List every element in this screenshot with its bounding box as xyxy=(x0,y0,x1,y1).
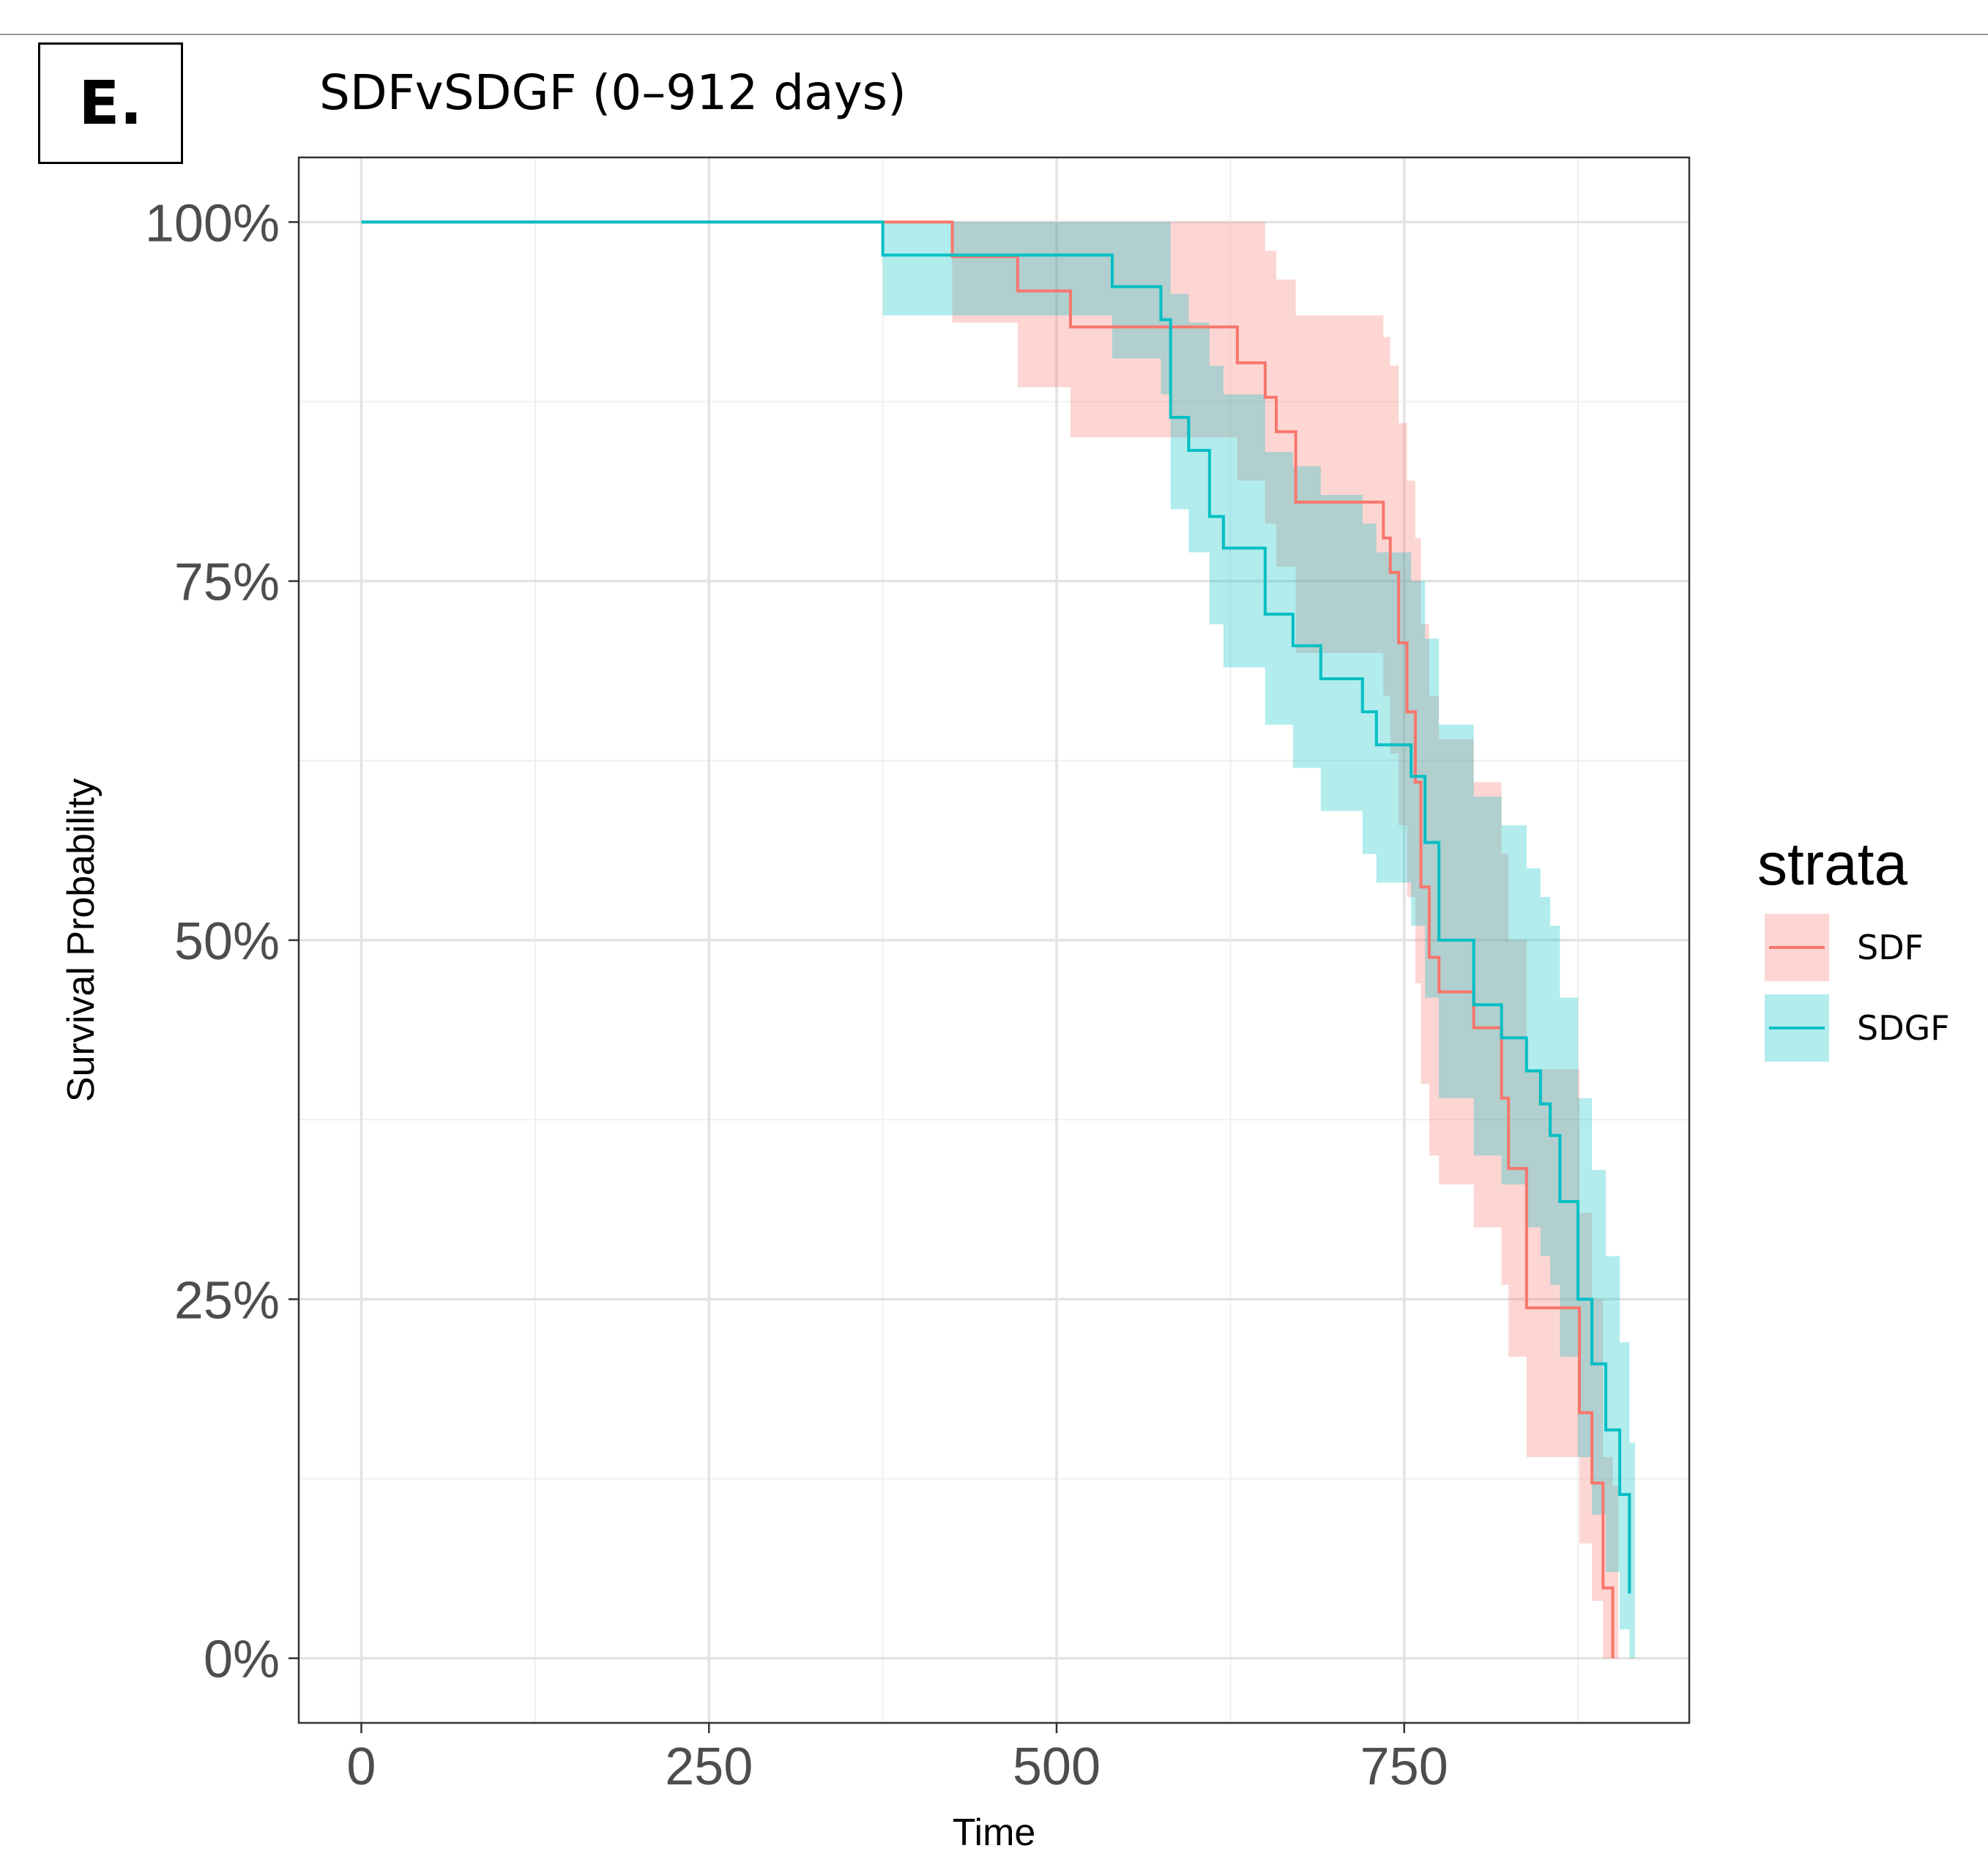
y-tick-label: 50% xyxy=(174,912,280,971)
panel-label: E. xyxy=(38,42,183,164)
confidence-band-sdf xyxy=(361,222,1619,1658)
legend-label-sdgf: SDGF xyxy=(1857,1008,1950,1048)
y-tick-label: 0% xyxy=(204,1631,280,1689)
y-tick-label: 25% xyxy=(174,1271,280,1330)
legend-items: SDF SDGF xyxy=(1765,914,1950,1062)
y-tick-label: 75% xyxy=(174,554,280,612)
y-axis-title: Survival Probability xyxy=(60,778,103,1102)
legend-label-sdf: SDF xyxy=(1857,928,1924,967)
x-tick-label: 750 xyxy=(1360,1738,1448,1796)
chart-title: SDFvSDGF (0–912 days) xyxy=(319,64,906,121)
x-axis-title: Time xyxy=(953,1811,1036,1854)
x-tick-label: 500 xyxy=(1013,1738,1101,1796)
grid-layer xyxy=(299,157,1689,1723)
y-tick-label: 100% xyxy=(145,194,280,253)
tick-layer: 0% 25% 50% 75% 100% 0 250 500 750 xyxy=(145,194,1448,1796)
survival-line-sdgf xyxy=(361,220,1631,1594)
legend: strata SDF SDGF xyxy=(1757,831,1950,1062)
survival-line-sdf xyxy=(361,220,1615,1658)
x-tick-label: 250 xyxy=(665,1738,753,1796)
legend-title: strata xyxy=(1757,831,1907,898)
top-divider-line xyxy=(0,34,1988,35)
confidence-band-sdgf xyxy=(361,222,1635,1658)
x-tick-label: 0 xyxy=(346,1738,376,1796)
confidence-bands xyxy=(361,222,1635,1658)
survival-lines xyxy=(361,220,1631,1658)
